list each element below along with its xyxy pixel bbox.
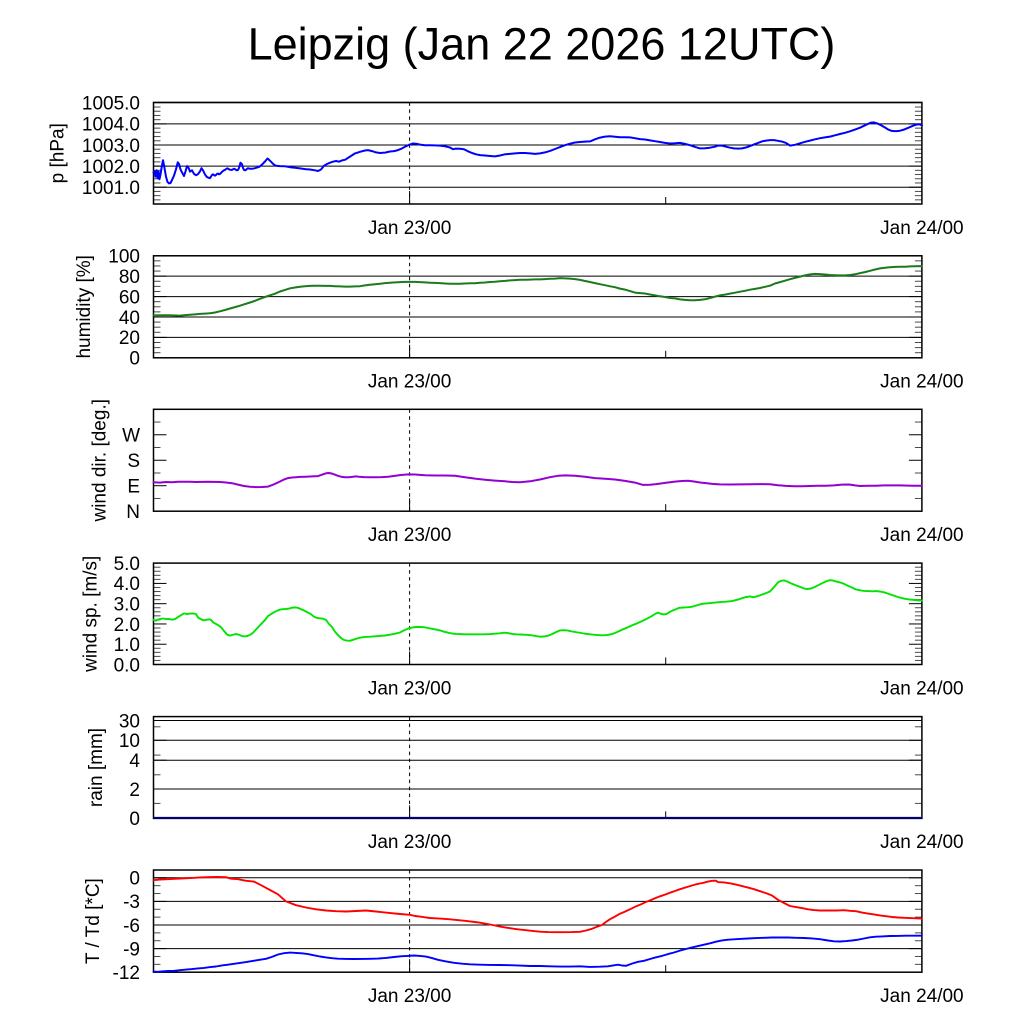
svg-text:10: 10 — [119, 731, 140, 752]
svg-text:1005.0: 1005.0 — [82, 94, 140, 115]
svg-text:0: 0 — [129, 809, 140, 830]
svg-text:Jan 23/00: Jan 23/00 — [368, 218, 451, 239]
svg-text:Jan 23/00: Jan 23/00 — [368, 372, 451, 393]
svg-text:Jan 24/00: Jan 24/00 — [880, 525, 963, 546]
svg-text:40: 40 — [119, 308, 140, 329]
svg-text:60: 60 — [119, 287, 140, 308]
svg-text:3.0: 3.0 — [114, 595, 140, 616]
svg-text:2.0: 2.0 — [114, 615, 140, 636]
svg-text:E: E — [127, 477, 140, 498]
svg-text:1.0: 1.0 — [114, 635, 140, 656]
svg-text:-6: -6 — [123, 916, 140, 937]
svg-text:Jan 23/00: Jan 23/00 — [368, 678, 451, 699]
svg-text:0: 0 — [129, 869, 140, 890]
svg-text:Jan 23/00: Jan 23/00 — [368, 986, 451, 1007]
svg-text:1001.0: 1001.0 — [82, 178, 140, 199]
svg-text:Jan 23/00: Jan 23/00 — [368, 525, 451, 546]
svg-text:Jan 24/00: Jan 24/00 — [880, 986, 963, 1007]
svg-text:rain [mm]: rain [mm] — [86, 728, 107, 807]
svg-text:0.0: 0.0 — [114, 655, 140, 676]
svg-text:1003.0: 1003.0 — [82, 136, 140, 157]
svg-text:humidity [%]: humidity [%] — [74, 255, 95, 358]
svg-text:20: 20 — [119, 328, 140, 349]
svg-text:W: W — [122, 426, 140, 447]
svg-text:0: 0 — [129, 349, 140, 370]
svg-text:wind sp. [m/s]: wind sp. [m/s] — [80, 556, 101, 673]
svg-text:5.0: 5.0 — [114, 554, 140, 575]
svg-text:S: S — [127, 451, 140, 472]
svg-text:-9: -9 — [123, 939, 140, 960]
svg-text:-3: -3 — [123, 892, 140, 913]
svg-text:4.0: 4.0 — [114, 574, 140, 595]
svg-text:80: 80 — [119, 267, 140, 288]
svg-text:Jan 24/00: Jan 24/00 — [880, 678, 963, 699]
svg-text:Jan 24/00: Jan 24/00 — [880, 218, 963, 239]
svg-text:2: 2 — [129, 780, 140, 801]
svg-text:Leipzig (Jan 22 2026 12UTC): Leipzig (Jan 22 2026 12UTC) — [248, 19, 836, 70]
svg-text:T / Td [*C]: T / Td [*C] — [83, 878, 104, 964]
svg-text:Jan 24/00: Jan 24/00 — [880, 372, 963, 393]
svg-text:30: 30 — [119, 711, 140, 732]
svg-text:N: N — [126, 502, 140, 523]
svg-text:100: 100 — [108, 247, 140, 268]
svg-text:1004.0: 1004.0 — [82, 115, 140, 136]
svg-text:-12: -12 — [113, 963, 140, 984]
svg-text:4: 4 — [129, 751, 140, 772]
svg-text:Jan 23/00: Jan 23/00 — [368, 832, 451, 853]
svg-text:wind dir. [deg.]: wind dir. [deg.] — [90, 399, 111, 523]
svg-text:1002.0: 1002.0 — [82, 157, 140, 178]
svg-text:Jan 24/00: Jan 24/00 — [880, 832, 963, 853]
svg-text:p [hPa]: p [hPa] — [47, 123, 68, 183]
